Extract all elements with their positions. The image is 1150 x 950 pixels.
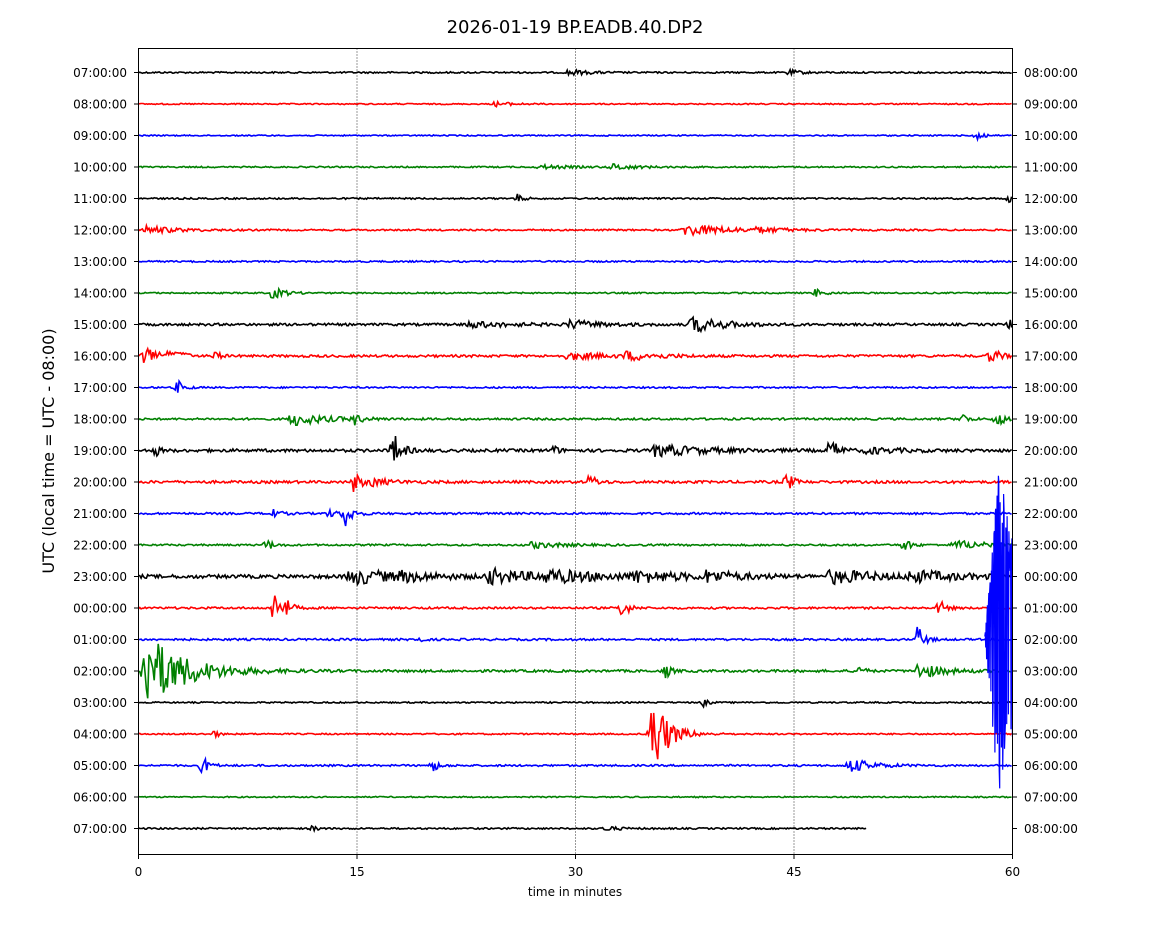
- overflow-event-trace: [984, 475, 1013, 789]
- y-axis-label: UTC (local time = UTC - 08:00): [39, 328, 58, 573]
- right-tick-label: 00:00:00: [1024, 570, 1078, 584]
- right-tick-label: 05:00:00: [1024, 728, 1078, 742]
- right-tick-label: 20:00:00: [1024, 444, 1078, 458]
- traces: [137, 67, 1013, 834]
- left-tick-label: 19:00:00: [73, 444, 127, 458]
- left-tick-labels: 07:00:00 08:00:00 09:00:00 10:00:00 11:00:00…: [73, 66, 139, 836]
- right-tick-label: 03:00:00: [1024, 665, 1078, 679]
- left-tick-label: 04:00:00: [73, 728, 127, 742]
- right-tick-label: 09:00:00: [1024, 98, 1078, 112]
- right-tick-label: 23:00:00: [1024, 539, 1078, 553]
- left-tick-label: 17:00:00: [73, 381, 127, 395]
- chart-title: 2026-01-19 BP.EADB.40.DP2: [447, 17, 704, 38]
- right-tick-label: 15:00:00: [1024, 287, 1078, 301]
- x-tick-label: 30: [568, 865, 583, 879]
- trace-row-17: [137, 595, 1012, 617]
- trace-row-18: [138, 626, 1013, 646]
- right-tick-labels: 08:00:00 09:00:00 10:00:00 11:00:00 12:00:00…: [1012, 66, 1078, 836]
- right-tick-label: 17:00:00: [1024, 350, 1078, 364]
- trace-row-11: [138, 413, 1013, 427]
- left-tick-label: 09:00:00: [73, 129, 127, 143]
- trace-row-0: [138, 67, 1012, 78]
- left-tick-label: 21:00:00: [73, 507, 127, 521]
- right-tick-label: 16:00:00: [1024, 318, 1078, 332]
- left-tick-label: 13:00:00: [73, 255, 127, 269]
- right-tick-label: 13:00:00: [1024, 224, 1078, 238]
- right-tick-label: 07:00:00: [1024, 791, 1078, 805]
- right-tick-label: 18:00:00: [1024, 381, 1078, 395]
- left-tick-label: 23:00:00: [73, 570, 127, 584]
- right-tick-label: 01:00:00: [1024, 602, 1078, 616]
- trace-row-14: [138, 506, 1012, 527]
- trace-row-1: [138, 99, 1012, 108]
- gridlines: [356, 48, 795, 855]
- trace-row-15: [138, 539, 1013, 550]
- left-tick-label: 12:00:00: [73, 224, 127, 238]
- left-tick-label: 11:00:00: [73, 192, 127, 206]
- trace-row-16: [138, 565, 1013, 587]
- trace-row-8: [138, 315, 1013, 334]
- left-tick-label: 22:00:00: [73, 539, 127, 553]
- trace-row-10: [138, 378, 1013, 393]
- trace-row-4: [138, 193, 1013, 204]
- left-tick-label: 01:00:00: [73, 633, 127, 647]
- x-tick-label: 0: [135, 865, 143, 879]
- left-tick-label: 06:00:00: [73, 791, 127, 805]
- trace-row-5: [138, 222, 1012, 238]
- left-tick-label: 03:00:00: [73, 696, 127, 710]
- trace-row-22: [138, 756, 1012, 775]
- x-tick-label: 45: [786, 865, 801, 879]
- left-tick-label: 02:00:00: [73, 665, 127, 679]
- trace-row-19: [138, 643, 1012, 699]
- trace-row-12: [138, 435, 1013, 461]
- left-tick-label: 07:00:00: [73, 822, 127, 836]
- left-tick-label: 20:00:00: [73, 476, 127, 490]
- right-tick-label: 14:00:00: [1024, 255, 1078, 269]
- right-tick-label: 10:00:00: [1024, 129, 1078, 143]
- right-tick-label: 08:00:00: [1024, 822, 1078, 836]
- right-tick-label: 06:00:00: [1024, 759, 1078, 773]
- right-tick-label: 12:00:00: [1024, 192, 1078, 206]
- trace-row-6: [138, 259, 1012, 264]
- left-tick-label: 16:00:00: [73, 350, 127, 364]
- left-tick-label: 00:00:00: [73, 602, 127, 616]
- left-tick-label: 05:00:00: [73, 759, 127, 773]
- trace-row-20: [138, 698, 1012, 709]
- right-tick-label: 02:00:00: [1024, 633, 1078, 647]
- trace-row-9: [137, 346, 1013, 364]
- trace-row-13: [138, 472, 1012, 493]
- trace-row-24: [138, 824, 867, 834]
- x-tick-labels: 0 15 30 45 60: [135, 854, 1020, 879]
- trace-row-23: [138, 795, 1012, 799]
- left-tick-label: 15:00:00: [73, 318, 127, 332]
- x-tick-label: 15: [349, 865, 364, 879]
- trace-row-3: [138, 162, 1012, 171]
- right-tick-label: 08:00:00: [1024, 66, 1078, 80]
- x-axis-label: time in minutes: [528, 885, 622, 899]
- x-tick-label: 60: [1005, 865, 1020, 879]
- right-tick-label: 22:00:00: [1024, 507, 1078, 521]
- trace-row-2: [138, 131, 1012, 143]
- left-tick-label: 08:00:00: [73, 98, 127, 112]
- left-tick-label: 07:00:00: [73, 66, 127, 80]
- right-tick-label: 11:00:00: [1024, 161, 1078, 175]
- right-tick-label: 21:00:00: [1024, 476, 1078, 490]
- left-tick-label: 10:00:00: [73, 161, 127, 175]
- right-tick-label: 04:00:00: [1024, 696, 1078, 710]
- trace-row-7: [137, 286, 1012, 299]
- trace-row-21: [138, 712, 1013, 760]
- left-tick-label: 14:00:00: [73, 287, 127, 301]
- right-tick-label: 19:00:00: [1024, 413, 1078, 427]
- left-tick-label: 18:00:00: [73, 413, 127, 427]
